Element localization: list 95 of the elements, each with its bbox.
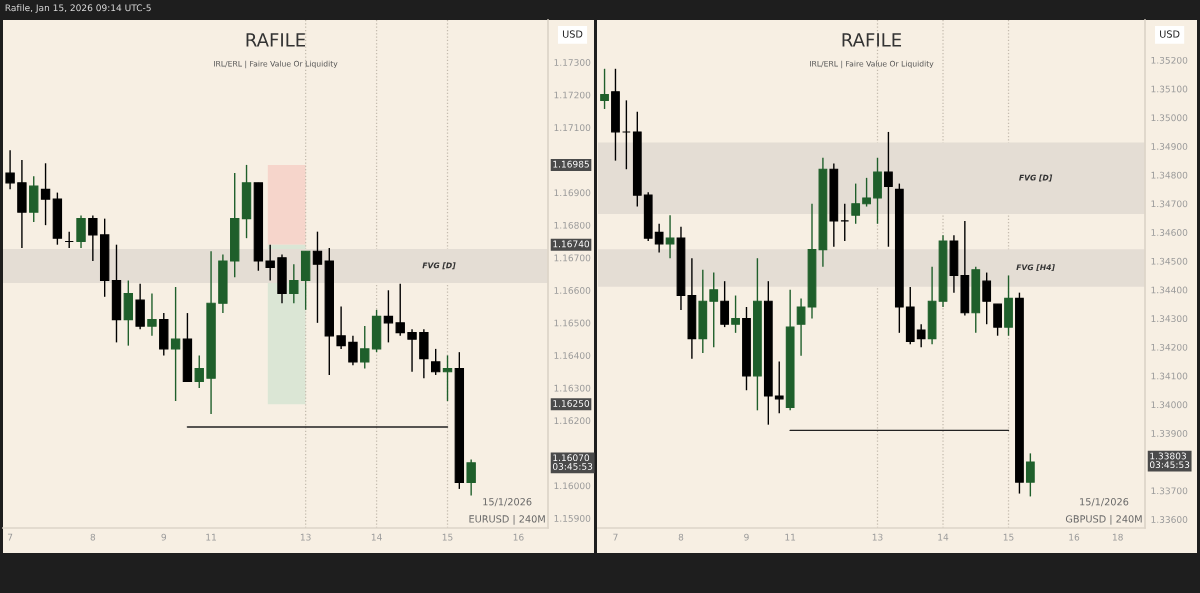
annotation: 15/1/2026	[483, 498, 532, 507]
candlestick	[665, 214, 675, 259]
x-tick-label: 9	[744, 533, 749, 541]
y-tick-label: 1.17100	[554, 124, 591, 132]
x-tick-label: 15	[1003, 533, 1014, 541]
text: RAFILE	[842, 33, 902, 47]
x-tick-label: 8	[90, 533, 96, 541]
x-tick-label: 15	[442, 533, 453, 541]
x-tick-label: 14	[938, 533, 949, 541]
y-tick-label: 1.35100	[1151, 85, 1188, 93]
candlestick	[312, 230, 323, 324]
candlestick	[430, 348, 441, 376]
candlestick	[916, 323, 926, 348]
text: 1.16250	[553, 400, 590, 407]
y-tick-label: 1.34800	[1151, 171, 1188, 179]
candlestick	[884, 131, 893, 248]
y-tick-label: 1.34000	[1151, 401, 1188, 409]
x-tick-label: 18	[1112, 533, 1123, 541]
y-tick-label: 1.16000	[554, 482, 591, 490]
candlestick	[774, 360, 784, 414]
candlestick	[1025, 452, 1035, 498]
y-tick-label: 1.16200	[554, 417, 591, 425]
candlestick	[76, 214, 86, 249]
x-tick-label: 8	[678, 533, 684, 541]
annotation: GBPUSD | 240M	[1065, 515, 1142, 525]
y-tick-label: 1.33600	[1151, 516, 1188, 523]
candlestick	[862, 177, 871, 208]
y-axis-title: USD	[562, 30, 583, 38]
candlestick	[840, 202, 850, 242]
y-tick-label: 1.17200	[554, 91, 591, 99]
text: 1.33803 03:45:53	[1149, 452, 1190, 469]
candlestick	[407, 328, 417, 373]
text: 1.16740	[553, 240, 590, 248]
annotation: 15/1/2026	[1080, 498, 1129, 507]
y-tick-label: 1.17300	[554, 59, 591, 66]
annotation: EURUSD | 240M	[469, 515, 545, 525]
x-tick-label: 13	[300, 533, 311, 541]
y-tick-label: 1.33700	[1151, 487, 1188, 495]
candlestick	[5, 149, 15, 191]
candlestick	[170, 286, 181, 402]
candlestick	[336, 305, 346, 350]
y-tick-label: 1.16800	[554, 221, 591, 229]
y-tick-label: 1.16500	[554, 319, 591, 327]
x-tick-label: 7	[7, 533, 13, 541]
y-tick-label: 1.16400	[554, 352, 591, 359]
x-tick-label: 11	[206, 533, 216, 541]
text: RAFILE	[246, 33, 306, 47]
candlestick	[720, 280, 730, 328]
y-tick-label: 1.34500	[1151, 257, 1188, 265]
x-tick-label: 7	[613, 533, 618, 541]
y-tick-label: 1.34900	[1151, 143, 1188, 150]
candlestick	[40, 162, 51, 226]
x-tick-label: 14	[371, 533, 382, 541]
candlestick	[993, 303, 1002, 337]
y-tick-label: 1.16300	[554, 384, 591, 392]
candlestick	[147, 292, 157, 337]
y-tick-label: 1.16600	[554, 287, 591, 294]
candlestick	[709, 271, 719, 348]
candlestick	[265, 243, 275, 282]
x-tick-label: 13	[872, 533, 883, 541]
text: Rafile, Jan 15, 2026 09:14 UTC-5	[5, 4, 151, 13]
candlestick	[194, 354, 204, 389]
candlestick	[654, 223, 664, 254]
x-tick-label: 16	[1069, 533, 1080, 541]
candlestick	[466, 458, 476, 497]
y-tick-label: 1.16700	[554, 254, 591, 262]
y-tick-label: 1.33900	[1151, 430, 1188, 437]
text: 1.16985	[553, 160, 589, 168]
candlestick	[600, 68, 609, 110]
y-tick-label: 1.16900	[554, 189, 591, 197]
x-tick-label: 16	[513, 533, 524, 541]
text: 1.16070 03:45:53	[552, 454, 593, 470]
x-tick-label: 11	[785, 533, 796, 541]
x-tick-label: 9	[161, 533, 167, 541]
y-tick-label: 1.34300	[1151, 315, 1188, 323]
candlestick	[360, 325, 370, 370]
y-tick-label: 1.15900	[554, 514, 591, 522]
candlestick	[796, 297, 806, 357]
candlestick	[348, 335, 358, 366]
y-tick-label: 1.34200	[1151, 343, 1188, 351]
candlestick	[289, 263, 299, 305]
y-tick-label: 1.35200	[1151, 56, 1188, 64]
candlestick	[88, 214, 98, 262]
y-tick-label: 1.34100	[1151, 372, 1188, 380]
candlestick	[442, 354, 453, 402]
candlestick	[395, 283, 405, 337]
y-tick-label: 1.34700	[1151, 200, 1188, 208]
candlestick	[731, 294, 740, 334]
candlestick	[982, 271, 992, 325]
y-tick-label: 1.34600	[1151, 229, 1188, 236]
candlestick	[851, 182, 861, 225]
y-tick-label: 1.35000	[1151, 114, 1188, 122]
y-tick-label: 1.34400	[1151, 286, 1188, 294]
candlestick	[383, 289, 394, 344]
y-axis-title: USD	[1160, 30, 1180, 38]
